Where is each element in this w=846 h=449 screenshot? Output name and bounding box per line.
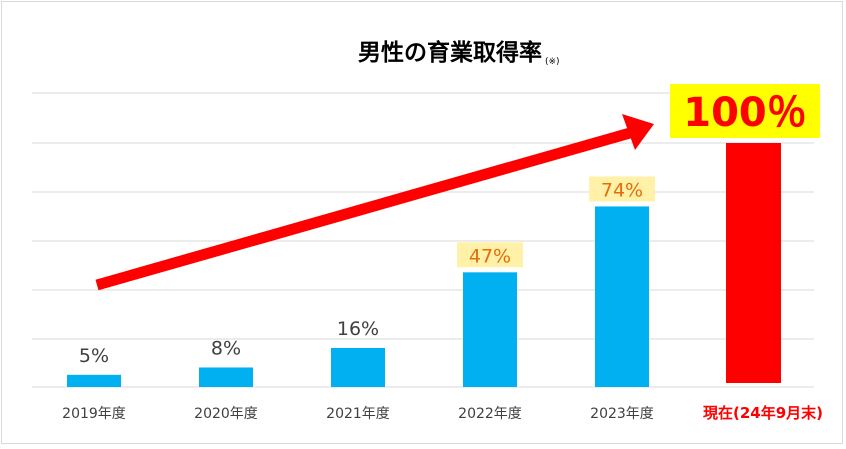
data-labels: 5% 8% 16% 47% 74% 100％: [79, 84, 820, 367]
bars: [67, 143, 781, 387]
x-tick-label-4: 2023年度: [590, 406, 654, 422]
data-label-bg-3: [457, 242, 523, 268]
data-label-5: 100％: [683, 90, 807, 136]
trend-arrow: [95, 114, 654, 291]
bar-0: [67, 374, 121, 387]
data-label-4: 74%: [601, 179, 643, 201]
data-label-3: 47%: [469, 245, 511, 267]
x-tick-label-2: 2021年度: [326, 406, 390, 422]
x-tick-label-1: 2020年度: [194, 406, 258, 422]
data-label-1: 8%: [211, 337, 241, 359]
x-tick-label-3: 2022年度: [458, 406, 522, 422]
bar-3: [463, 272, 517, 387]
x-tick-label-5: 現在(24年9月末): [703, 404, 823, 422]
data-label-2: 16%: [337, 318, 379, 340]
bar-4: [595, 206, 649, 387]
chart-title: 男性の育業取得率: [358, 39, 542, 66]
trend-arrow-head: [622, 114, 654, 150]
data-label-0: 5%: [79, 345, 109, 367]
data-label-bg-4: [589, 176, 655, 202]
x-tick-label-0: 2019年度: [62, 406, 126, 422]
bar-5: [726, 143, 781, 383]
data-label-highlight-bg: [670, 84, 820, 138]
bar-1: [199, 367, 253, 387]
bar-2: [331, 347, 385, 387]
trend-arrow-shaft: [95, 127, 632, 291]
x-axis-tick-labels: 2019年度 2020年度 2021年度 2022年度 2023年度 現在(24年9月末): [62, 404, 823, 422]
chart-title-note: (※): [545, 57, 560, 67]
